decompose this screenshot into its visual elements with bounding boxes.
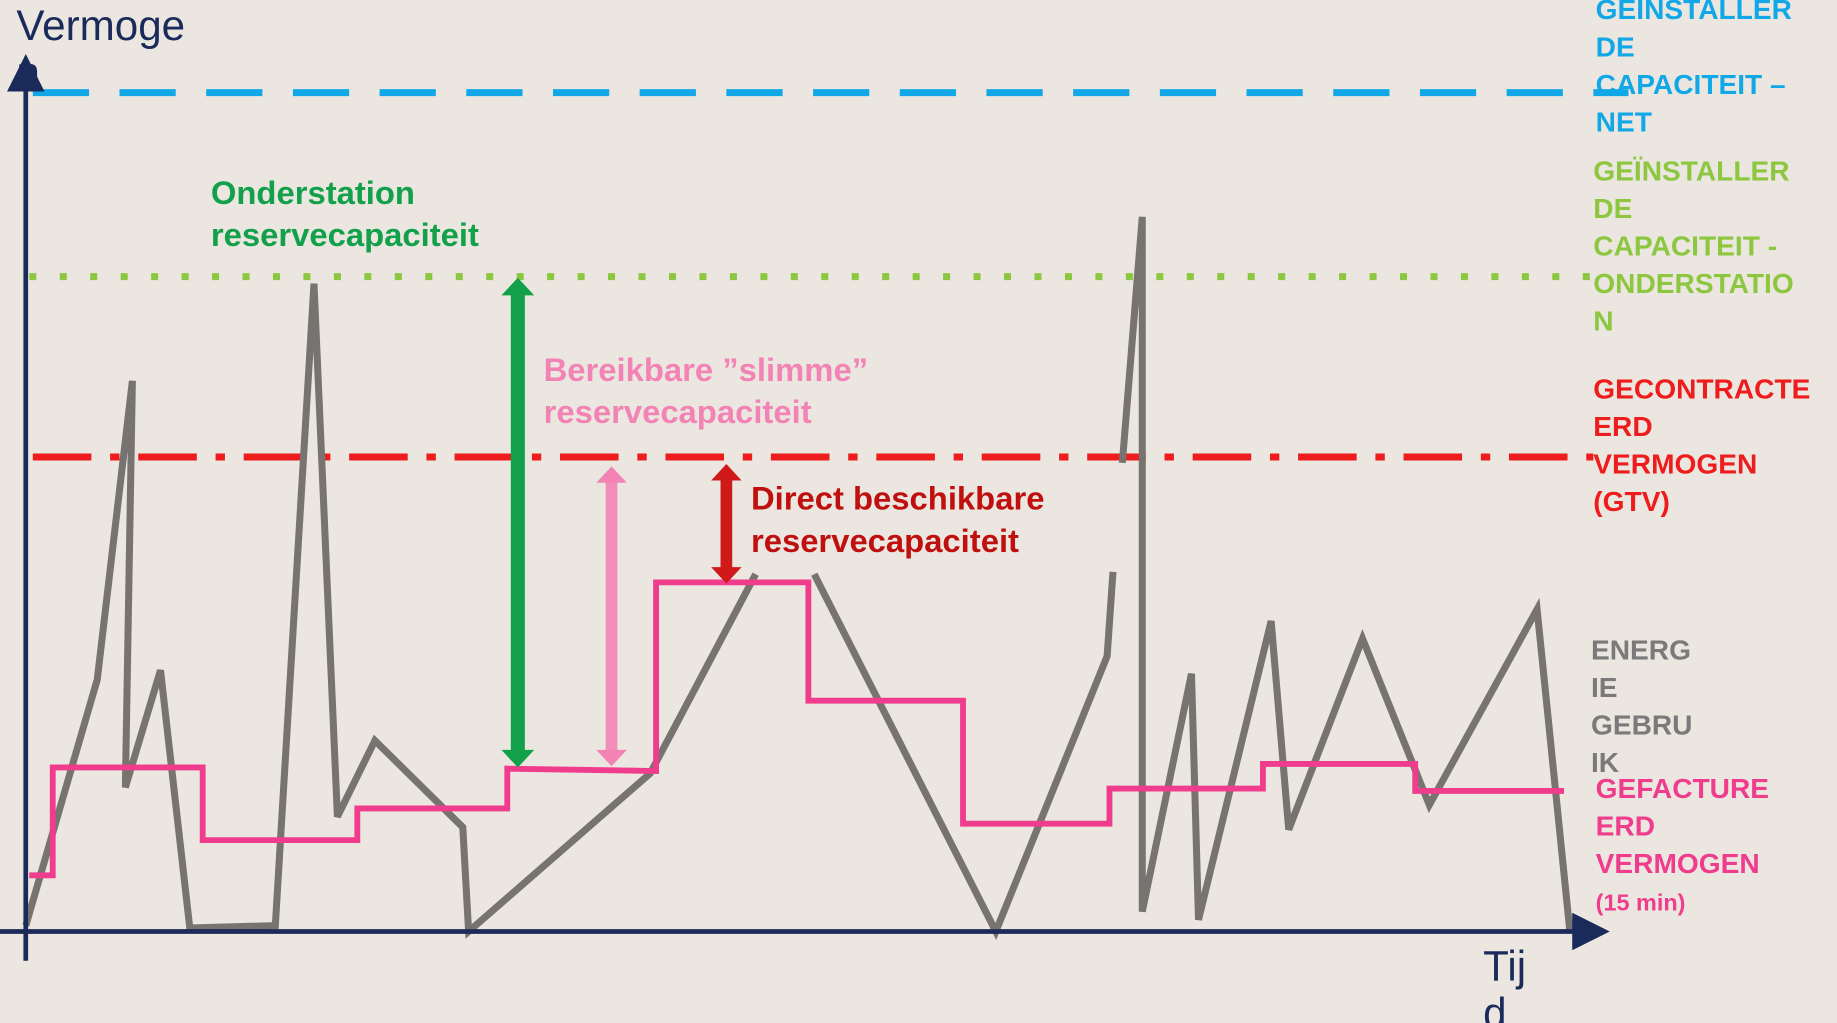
- legend-line: VERMOGEN: [1593, 448, 1757, 479]
- direct-label: Direct beschikbare reservecapaciteit: [751, 480, 1045, 559]
- legend-entry: ENERG IE GEBRU IK: [1591, 635, 1693, 778]
- legend-line: IK: [1591, 747, 1620, 778]
- legend-line: (GTV): [1593, 486, 1670, 517]
- legend-line: IE: [1591, 672, 1618, 703]
- legend-line: (15 min): [1596, 889, 1686, 915]
- direct-arrow: [711, 464, 742, 584]
- legend-line: GECONTRACTE: [1593, 373, 1810, 404]
- substation-arrow: [501, 277, 535, 768]
- legend-line: DE: [1593, 193, 1632, 224]
- x-axis-label: Tij d: [1483, 943, 1526, 1023]
- legend-line: ERD: [1596, 810, 1655, 841]
- billed-power: [29, 579, 1565, 879]
- energy-use: [22, 216, 1574, 940]
- legend-line: GEÏNSTALLER: [1593, 156, 1789, 187]
- smart-label: Bereikbare ”slimme” reservecapaciteit: [544, 351, 869, 430]
- legend-line: GEFACTURE: [1596, 773, 1769, 804]
- legend-entry: GECONTRACTE ERD VERMOGEN (GTV): [1593, 373, 1810, 516]
- legend-entry: GEFACTURE ERD VERMOGEN (15 min): [1596, 773, 1769, 915]
- legend-line: ENERG: [1591, 635, 1691, 666]
- legend-line: NET: [1596, 106, 1652, 137]
- substation-label: Onderstation reservecapaciteit: [211, 174, 479, 253]
- legend-line: CAPACITEIT –: [1596, 69, 1786, 100]
- smart-arrow: [596, 466, 627, 767]
- legend-line: DE: [1596, 31, 1635, 62]
- legend-line: CAPACITEIT -: [1593, 231, 1777, 262]
- legend-entry: GEÏNSTALLER DE CAPACITEIT - ONDERSTATIO N: [1593, 156, 1793, 337]
- y-axis-label: Vermoge n: [16, 2, 185, 96]
- legend-line: ONDERSTATIO: [1593, 268, 1793, 299]
- legend-line: GEBRU: [1591, 710, 1693, 741]
- legend-entry: GEÏNSTALLER DE CAPACITEIT – NET: [1596, 0, 1792, 137]
- legend: GEÏNSTALLER DE CAPACITEIT – NET GEÏNSTALLER D…: [1591, 0, 1810, 915]
- legend-line: ERD: [1593, 411, 1652, 442]
- legend-line: N: [1593, 305, 1613, 336]
- legend-line: VERMOGEN: [1596, 848, 1760, 879]
- legend-line: GEÏNSTALLER: [1596, 0, 1792, 25]
